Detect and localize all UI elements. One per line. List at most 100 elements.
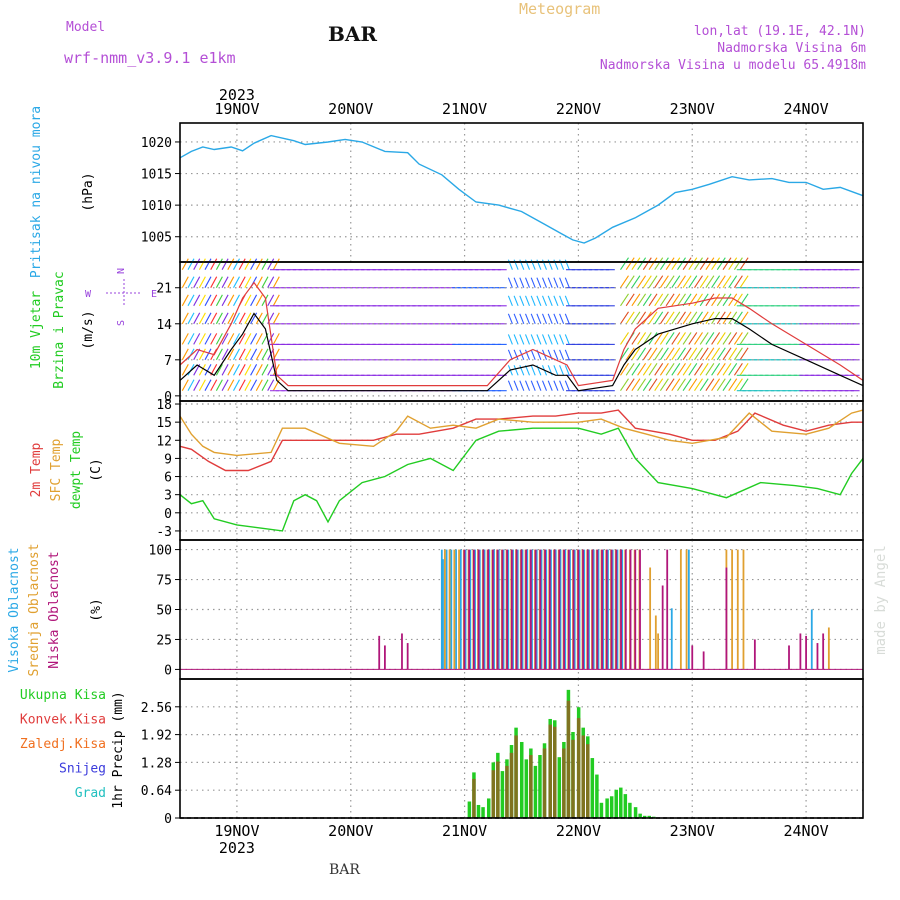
precip-conv-bar — [571, 739, 575, 818]
wind-barb — [198, 294, 206, 307]
precip-conv-bar — [509, 752, 514, 818]
wind-speed-line — [179, 312, 864, 392]
y-tick-label: 2.56 — [141, 701, 172, 716]
wind-barb — [187, 276, 195, 288]
wind-barb — [665, 378, 675, 392]
y-tick-label: 1.92 — [141, 729, 172, 744]
wind-barb — [193, 258, 201, 270]
wind-barb — [677, 347, 686, 361]
wind-barb — [233, 333, 240, 345]
wind-barb — [272, 333, 280, 345]
wind-barb — [215, 276, 223, 288]
precip-total-bar — [524, 759, 529, 818]
wind-barb — [699, 347, 709, 361]
wind-barb — [688, 311, 698, 325]
y-tick-label: 7 — [164, 354, 172, 369]
precip-total-bar — [633, 807, 638, 818]
wind-barb — [659, 293, 669, 307]
wind-barb — [250, 258, 258, 270]
wind-barb — [728, 311, 738, 325]
wind-barb — [637, 257, 647, 271]
wind-barb — [637, 362, 647, 376]
wind-barb — [665, 311, 675, 325]
wind-barb — [733, 362, 743, 376]
sfc-temp-line — [179, 409, 864, 457]
wind-barb — [620, 275, 629, 289]
wind-barb — [722, 332, 732, 345]
wind-barb — [677, 311, 686, 325]
precip-conv-bar — [514, 735, 518, 818]
wind-barb — [659, 257, 669, 271]
wind-barb — [648, 311, 658, 325]
wind-barb — [631, 311, 641, 325]
wind-barb — [181, 333, 189, 345]
wind-barb — [221, 258, 229, 270]
wind-barb — [198, 276, 206, 288]
coords-label: lon,lat (19.1E, 42.1N) — [693, 24, 866, 39]
wind-barb — [210, 379, 218, 391]
wind-barb — [233, 258, 240, 270]
wind-barb — [659, 362, 669, 376]
precip-conv-bar — [529, 755, 533, 818]
wind-barb — [210, 276, 218, 288]
wind-barb — [250, 348, 258, 361]
wind-barb — [716, 378, 726, 392]
y-tick-label: 0 — [164, 390, 172, 405]
wind-barb — [272, 294, 280, 307]
wind-barb — [642, 347, 652, 361]
y-tick-label: 1.28 — [141, 756, 172, 771]
wind-barb — [261, 294, 269, 307]
wind-barb — [648, 293, 658, 307]
wind-barb — [648, 275, 658, 289]
precip-total-bar — [595, 774, 599, 818]
wind-barb — [559, 365, 565, 376]
wind-barb — [519, 295, 525, 307]
wind-barb — [705, 293, 715, 307]
wind-barb — [227, 364, 235, 376]
wind-barb — [637, 378, 647, 392]
wind-barb — [677, 362, 686, 376]
temp2m-line — [179, 409, 863, 472]
wind-barb — [716, 257, 726, 271]
wind-barb — [244, 333, 252, 345]
wind-barb — [233, 348, 240, 361]
wind-barb — [507, 334, 513, 345]
wind-barb — [198, 379, 206, 391]
wind-barb — [524, 295, 531, 307]
wind-barb — [204, 276, 212, 288]
top-year-label: 2023 — [219, 86, 255, 104]
model-altitude-label: Nadmorska Visina u modelu 65.4918m — [599, 58, 866, 73]
wind-barb — [272, 312, 280, 325]
wind-barb — [238, 333, 246, 345]
wind-barb — [547, 295, 553, 307]
wind-barb — [267, 294, 275, 307]
precip-total-bar — [642, 815, 647, 818]
precip-total-bar — [500, 771, 505, 818]
precip-total-bar — [638, 813, 642, 818]
wind-barb — [665, 362, 675, 376]
wind-barb — [198, 258, 206, 270]
precip-total-bar — [476, 804, 481, 818]
wind-barb — [631, 257, 641, 271]
precip-conv-bar — [562, 748, 566, 818]
wind-barb — [210, 258, 218, 270]
wind-barb — [659, 347, 669, 361]
wind-barb — [204, 348, 212, 361]
wind-barb — [699, 332, 709, 345]
wind-barb — [524, 277, 531, 288]
wind-barb — [221, 312, 229, 325]
wind-barb — [507, 295, 513, 307]
wind-barb — [677, 378, 686, 392]
wind-barb — [541, 295, 548, 307]
wind-barb — [204, 294, 212, 307]
y-tick-label: 6 — [164, 471, 172, 486]
wind-barb — [181, 379, 189, 391]
precip-conv-bar — [496, 761, 500, 818]
wind-barb — [699, 362, 709, 376]
wind-barb — [553, 313, 559, 325]
footer-station: BAR — [329, 862, 360, 878]
wind-barb — [553, 365, 559, 376]
legend-freezing-rain: Zaledj.Kisa — [20, 737, 106, 752]
wind-barb — [238, 276, 246, 288]
precip-total-bar — [647, 815, 651, 818]
